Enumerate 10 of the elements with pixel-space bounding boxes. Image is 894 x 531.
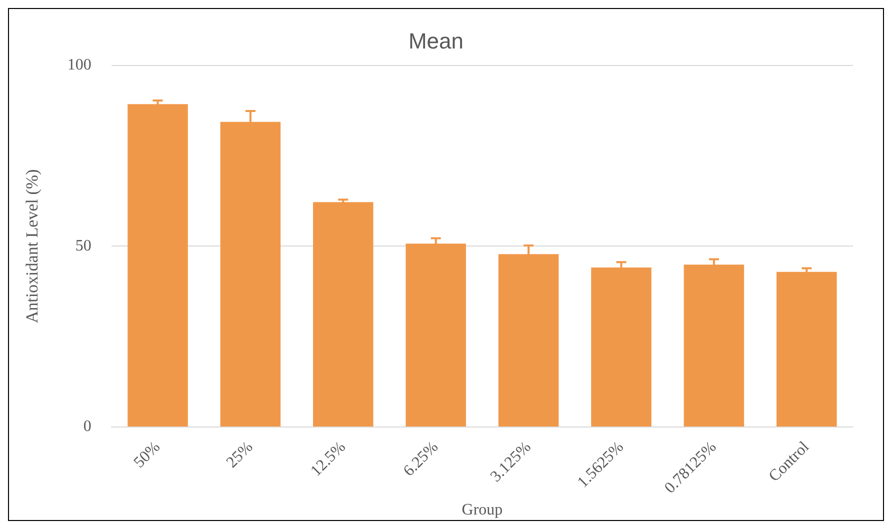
y-axis-title: Antioxidant Level (%) [22,169,42,324]
chart-title: Mean [408,28,464,54]
bar [313,202,374,427]
x-axis-title: Group [462,502,503,519]
x-tick-label: 25% [223,438,256,472]
x-tick-label: 50% [130,438,164,472]
y-tick-label: 100 [67,56,92,74]
y-tick-label: 50 [75,237,92,254]
y-tick-label: 0 [83,418,92,436]
bar [776,272,837,427]
